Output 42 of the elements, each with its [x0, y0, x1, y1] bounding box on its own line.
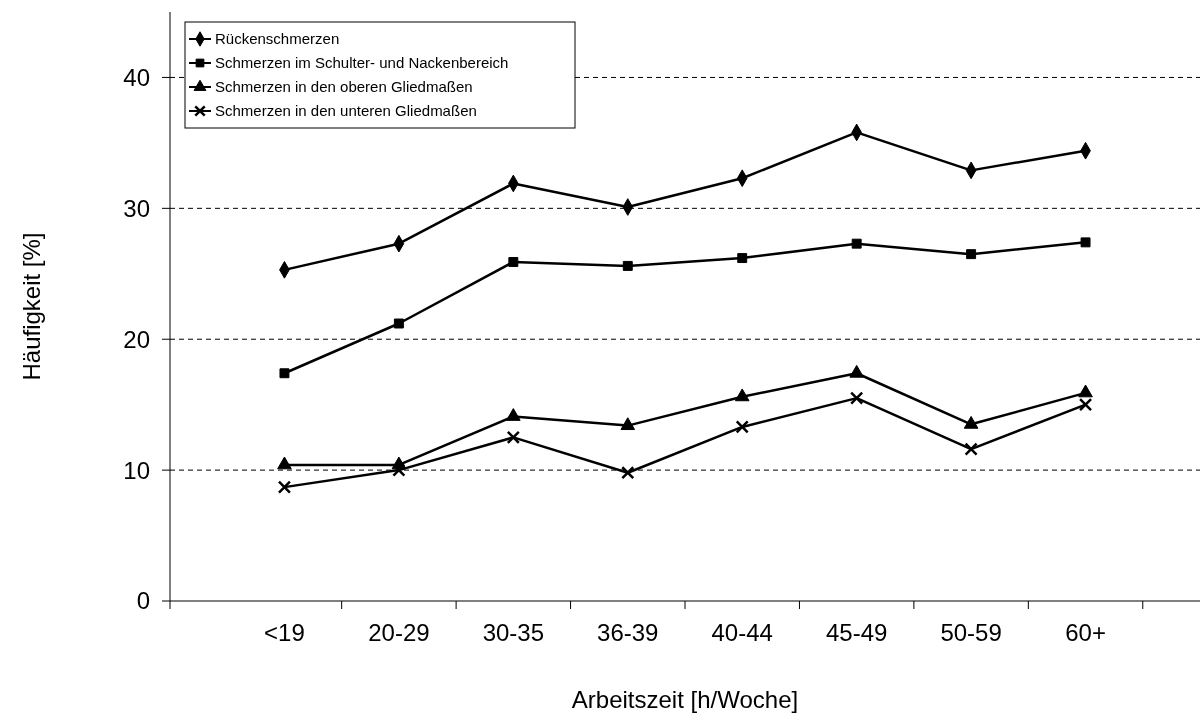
legend-label: Schmerzen im Schulter- und Nackenbereich — [215, 54, 509, 72]
x-tick-label: 60+ — [1065, 619, 1106, 646]
point — [734, 388, 750, 402]
x-tick-label: <19 — [264, 619, 305, 646]
x-tick-label: 45-49 — [825, 619, 888, 646]
point — [735, 420, 749, 434]
y-tick-label: 20 — [123, 325, 150, 353]
x-tick-label: 50-59 — [940, 619, 1002, 646]
point — [508, 257, 519, 267]
point — [1080, 237, 1091, 248]
point — [506, 430, 521, 445]
x-tick-label: 30-35 — [482, 619, 545, 646]
point — [279, 368, 290, 379]
point — [392, 463, 406, 477]
legend-label: Rückenschmerzen — [215, 30, 340, 48]
x-axis-title: Arbeitszeit [h/Woche] — [571, 686, 799, 713]
legend-label: Schmerzen in den unteren Gliedmaßen — [215, 102, 477, 120]
point — [849, 364, 864, 378]
point — [506, 408, 521, 421]
x-tick-label: 40-44 — [711, 619, 773, 646]
point — [964, 442, 978, 456]
legend-label: Schmerzen in den oberen Gliedmaßen — [215, 78, 473, 96]
point — [737, 253, 748, 264]
point — [622, 260, 633, 271]
y-tick-label: 40 — [123, 63, 150, 91]
y-tick-label: 30 — [123, 194, 150, 222]
point — [393, 318, 404, 329]
point — [851, 238, 862, 249]
point — [277, 456, 292, 470]
point — [621, 466, 635, 480]
point — [966, 249, 977, 260]
point — [620, 417, 636, 431]
point — [1078, 397, 1093, 412]
x-tick-label: 36-39 — [597, 619, 659, 646]
point — [1078, 384, 1093, 398]
y-axis-title: Häufigkeit [%] — [18, 232, 45, 381]
point — [849, 391, 864, 405]
point — [963, 415, 979, 429]
x-tick-label: 20-29 — [368, 619, 430, 646]
y-tick-label: 10 — [123, 456, 150, 484]
y-tick-label: 0 — [136, 587, 150, 615]
point — [277, 480, 292, 494]
